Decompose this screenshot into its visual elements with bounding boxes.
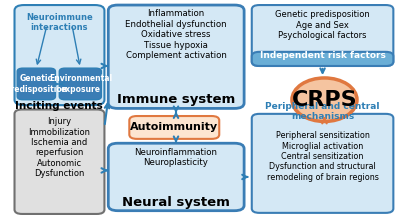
- FancyBboxPatch shape: [14, 110, 104, 214]
- Text: Peripheral and central
mechanisms: Peripheral and central mechanisms: [265, 102, 380, 122]
- FancyBboxPatch shape: [59, 68, 101, 100]
- Text: Inflammation
Endothelial dysfunction
Oxidative stress
Tissue hypoxia
Complement : Inflammation Endothelial dysfunction Oxi…: [125, 9, 227, 60]
- Text: Injury
Immobilization
Ischemia and
reperfusion
Autonomic
Dysfunction: Injury Immobilization Ischemia and reper…: [28, 117, 90, 178]
- Ellipse shape: [292, 78, 357, 122]
- Text: Autoimmunity: Autoimmunity: [130, 122, 218, 132]
- Text: Peripheral sensitization
Microglial activation
Central sensitization
Dysfunction: Peripheral sensitization Microglial acti…: [267, 131, 378, 182]
- Text: Neuroinflammation
Neuroplasticity: Neuroinflammation Neuroplasticity: [134, 148, 218, 167]
- FancyBboxPatch shape: [252, 52, 393, 66]
- FancyBboxPatch shape: [108, 143, 244, 211]
- Text: Environmental
exposure: Environmental exposure: [49, 74, 112, 94]
- Text: Genetic
predisposition: Genetic predisposition: [5, 74, 68, 94]
- Text: Immune system: Immune system: [117, 93, 235, 106]
- FancyBboxPatch shape: [17, 68, 56, 100]
- Text: CRPS: CRPS: [292, 90, 357, 110]
- FancyBboxPatch shape: [129, 116, 219, 139]
- Text: Neuroimmune
interactions: Neuroimmune interactions: [26, 13, 93, 32]
- Text: Genetic predisposition
Age and Sex
Psychological factors: Genetic predisposition Age and Sex Psych…: [275, 11, 370, 40]
- Text: Independent risk factors: Independent risk factors: [260, 51, 386, 60]
- FancyBboxPatch shape: [252, 114, 393, 213]
- FancyBboxPatch shape: [14, 5, 104, 105]
- Text: Neural system: Neural system: [122, 196, 230, 208]
- FancyBboxPatch shape: [252, 5, 393, 66]
- Text: Inciting events: Inciting events: [16, 101, 103, 111]
- FancyBboxPatch shape: [108, 5, 244, 108]
